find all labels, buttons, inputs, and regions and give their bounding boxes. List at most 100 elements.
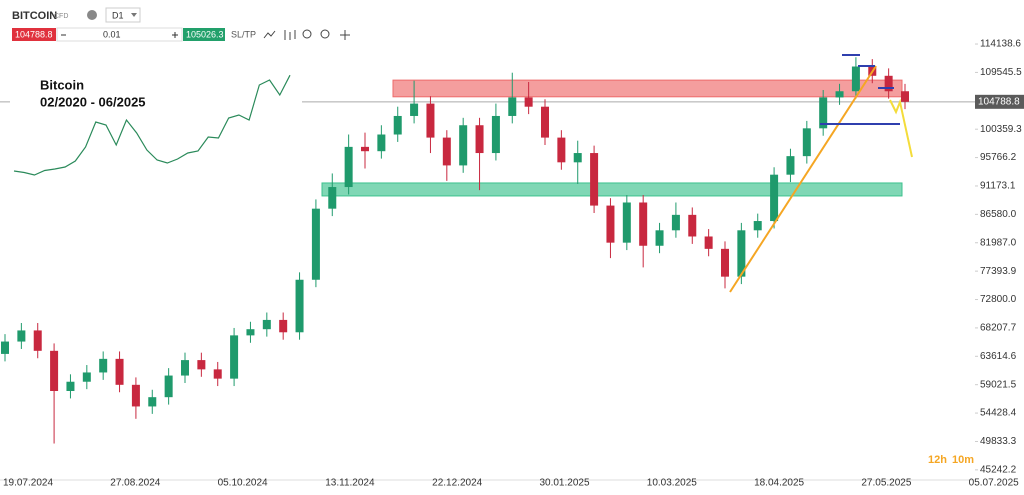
x-tick-label: 19.07.2024: [3, 478, 53, 489]
quantity-input[interactable]: [56, 27, 183, 42]
candle-body: [491, 115, 500, 154]
inset-line: [13, 74, 291, 176]
zoom-in-icon[interactable]: [320, 29, 330, 39]
candle-body: [361, 146, 369, 152]
candle-body: [246, 329, 255, 336]
candle-body: [426, 103, 435, 138]
candle-body: [230, 335, 239, 379]
candle-body: [344, 146, 353, 188]
candle-body: [1, 341, 9, 354]
inset-subtitle: 02/2020 - 06/2025: [40, 94, 146, 109]
candle-body: [753, 221, 762, 231]
price-chart: 114138.6 109545.5 100359.3 95766.2 91173.1 86…: [0, 39, 1024, 489]
sl-tp-button[interactable]: SL/TP: [231, 29, 256, 39]
candle-body: [573, 153, 582, 163]
x-tick-label: 27.05.2025: [861, 478, 911, 489]
sell-price: 104788.8: [15, 29, 53, 39]
candle-body: [671, 214, 680, 231]
y-tick-label: 114138.6: [980, 39, 1021, 50]
current-price-label: 104788.8: [978, 96, 1020, 107]
candle-body: [606, 205, 615, 243]
x-tick-label: 30.01.2025: [539, 478, 589, 489]
x-tick-label: 18.04.2025: [754, 478, 804, 489]
candle-body: [835, 91, 844, 98]
candle-body: [131, 384, 140, 407]
inset-chart: [13, 74, 291, 176]
y-tick-label: 77393.9: [980, 266, 1017, 277]
zone: [392, 79, 903, 98]
timeframe-select[interactable]: [105, 7, 141, 23]
sell-button[interactable]: [12, 28, 56, 41]
candle-body: [295, 279, 304, 333]
chart-type-icon[interactable]: [284, 30, 296, 40]
candle-body: [33, 330, 42, 351]
zone: [321, 182, 903, 197]
y-tick-label: 63614.6: [980, 351, 1017, 362]
candle-body: [590, 153, 599, 206]
candle-body: [459, 125, 468, 166]
candle-body: [17, 330, 26, 342]
x-tick-label: 13.11.2024: [325, 478, 375, 489]
candle-body: [410, 103, 419, 116]
candle-body: [851, 66, 860, 92]
y-tick-label: 54428.4: [980, 408, 1017, 419]
inset-title: Bitcoin: [40, 77, 84, 92]
zoom-out-icon[interactable]: [302, 29, 312, 39]
trend-line: [729, 65, 877, 293]
crosshair-icon[interactable]: [340, 30, 350, 40]
candle-body: [328, 187, 337, 209]
candle-body: [688, 214, 697, 237]
candle-body: [786, 156, 795, 175]
candle-body: [377, 134, 386, 152]
buy-price: 105026.3: [186, 29, 224, 39]
candle-body: [393, 115, 402, 135]
candle-body: [884, 75, 893, 92]
level-line: [820, 54, 900, 125]
candle-body: [704, 236, 713, 249]
candle-body: [901, 91, 909, 102]
quantity: 0.01: [103, 29, 121, 39]
candle-body: [721, 248, 729, 277]
timeframe: D1: [112, 10, 124, 20]
countdown-hours: 12h: [928, 454, 947, 466]
candle-body: [819, 97, 828, 129]
buy-button[interactable]: [183, 28, 225, 41]
y-tick-label: 49833.3: [980, 436, 1017, 447]
y-tick-label: 109545.5: [980, 67, 1022, 78]
candle-body: [639, 202, 648, 246]
x-tick-label: 27.08.2024: [110, 478, 160, 489]
y-tick-label: 72800.0: [980, 294, 1017, 305]
x-tick-label: 05.07.2025: [969, 478, 1019, 489]
candle-body: [181, 360, 189, 376]
info-icon[interactable]: [87, 10, 97, 20]
candle-body: [66, 381, 75, 391]
candle-body: [557, 137, 566, 163]
candle-body: [655, 230, 664, 246]
symbol[interactable]: BITCOIN: [12, 10, 57, 22]
x-tick-label: 22.12.2024: [432, 478, 482, 489]
y-tick-label: 91173.1: [980, 181, 1016, 192]
countdown-minutes: 10m: [952, 454, 974, 466]
candle-body: [99, 358, 108, 373]
candle-body: [524, 97, 533, 107]
candle-body: [262, 319, 271, 330]
candle-body: [541, 106, 549, 138]
candle-body: [50, 350, 59, 391]
x-tick-label: 05.10.2024: [218, 478, 268, 489]
projection: [889, 98, 913, 158]
y-tick-label: 86580.0: [980, 209, 1017, 220]
candle-body: [82, 372, 91, 382]
indicator-icon[interactable]: [263, 30, 276, 39]
y-tick-label: 81987.0: [980, 237, 1017, 248]
inset-panel: [10, 58, 302, 206]
candle-body: [115, 358, 124, 385]
candle-body: [770, 174, 779, 222]
candle-body: [164, 375, 173, 398]
y-tick-label: 100359.3: [980, 124, 1022, 135]
instrument-type: CFD: [54, 13, 68, 20]
dropdown-arrow: [131, 13, 137, 17]
candle-body: [279, 319, 288, 333]
candle-body: [311, 208, 320, 280]
candle-body: [442, 137, 451, 166]
x-tick-label: 10.03.2025: [647, 478, 697, 489]
